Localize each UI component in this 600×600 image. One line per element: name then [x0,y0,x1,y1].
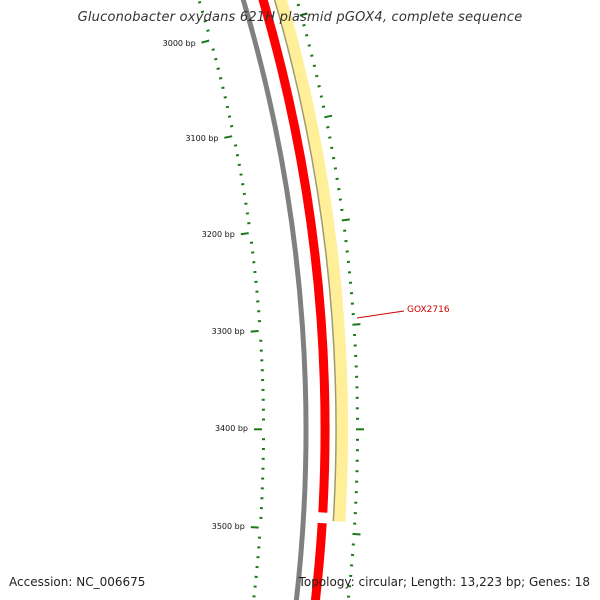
minor-tick [319,95,324,98]
minor-tick [333,167,338,170]
minor-tick [223,96,227,99]
minor-tick [233,144,238,147]
minor-tick [310,54,314,57]
minor-tick [229,124,234,128]
cds-feature-next[interactable] [310,522,327,600]
bp-tick-label: 3200 bp [201,230,235,239]
minor-tick [317,84,321,88]
accession-text: Accession: NC_006675 [9,575,146,589]
cds-feature[interactable] [115,0,330,513]
minor-tick [235,153,240,157]
major-tick [201,39,210,44]
bp-tick-label: 3500 bp [211,521,245,531]
minor-tick [203,19,207,23]
minor-tick [338,198,342,201]
minor-tick [337,187,341,191]
minor-tick [330,146,334,150]
minor-tick [304,33,309,37]
backbone-circle [240,0,309,600]
gene-label-leader [356,310,405,319]
minor-tick [328,136,332,139]
minor-tick [242,192,246,196]
minor-tick [197,0,202,4]
major-tick [352,323,361,326]
bp-tick-label: 3100 bp [185,134,219,143]
gene-label-gox2716[interactable]: GOX2716 [407,305,450,315]
bp-tick-label: 3300 bp [211,327,245,336]
minor-tick [241,183,245,186]
minor-tick [218,76,223,80]
minor-tick [237,163,241,167]
minor-tick [227,115,232,118]
inner-tick-ring [197,0,265,598]
minor-tick [221,86,225,90]
major-tick [250,330,259,333]
bp-tick-label: 3400 bp [214,424,248,434]
minor-tick [239,173,243,176]
bp-tick-label: 3000 bp [162,39,196,49]
major-tick [240,232,249,236]
major-tick [250,526,259,529]
minor-tick [315,74,319,78]
minor-tick [296,3,301,7]
minor-tick [211,48,215,51]
minor-tick [214,57,218,61]
minor-tick [216,67,220,71]
major-tick [352,532,361,536]
minor-tick [245,212,250,215]
minor-tick [302,23,306,27]
minor-tick [321,105,326,108]
minor-tick [200,10,205,14]
minor-tick [312,64,317,68]
minor-tick [326,126,330,129]
map-title: Gluconobacter oxydans 621H plasmid pGOX4… [77,10,523,25]
gene-feature-gox2716[interactable] [129,0,348,522]
major-tick [299,12,308,17]
major-tick [324,114,333,119]
minor-tick [206,29,210,33]
minor-tick [307,44,311,47]
gene-feature-edge [273,0,337,522]
topology-summary: Topology: circular; Length: 13,223 bp; G… [298,575,590,589]
minor-tick [335,177,339,181]
outer-tick-ring [296,3,364,598]
minor-tick [331,156,336,160]
major-tick [224,135,233,139]
minor-tick [225,105,230,109]
major-tick [341,218,350,222]
